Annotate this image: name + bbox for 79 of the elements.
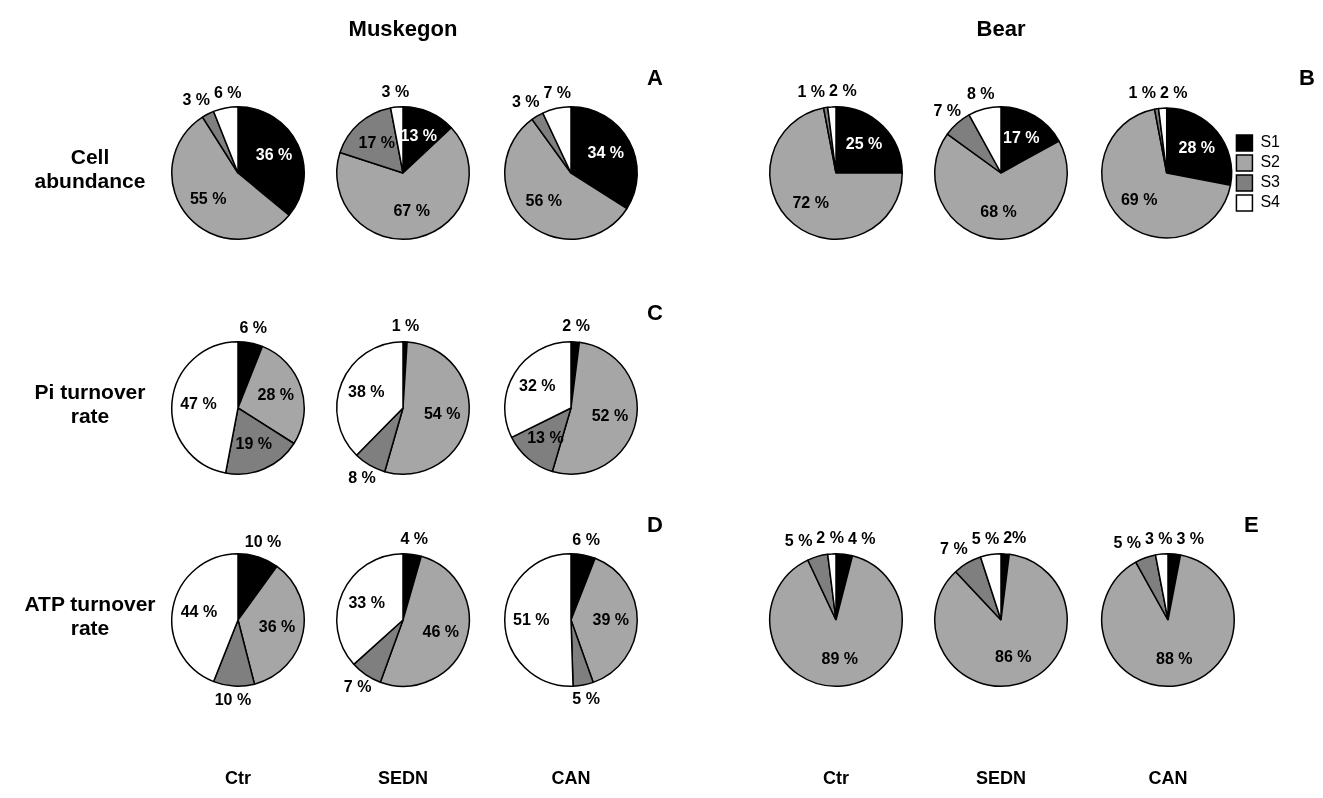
- text: D: [647, 512, 663, 538]
- data-label: 47 %: [180, 394, 217, 412]
- text: ATP turnover rate: [23, 592, 157, 640]
- data-label: 39 %: [592, 611, 629, 629]
- data-label: 88 %: [1156, 649, 1193, 667]
- legend-label: S4: [1260, 193, 1281, 211]
- text: A: [647, 65, 663, 91]
- data-label: 32 %: [518, 377, 556, 395]
- data-label: 69 %: [1120, 190, 1158, 208]
- data-label: 10 %: [214, 691, 252, 709]
- data-label: 34 %: [587, 144, 625, 162]
- data-label: 7 %: [543, 84, 572, 102]
- data-label: 33 %: [348, 594, 385, 612]
- data-label: 8 %: [348, 468, 376, 486]
- data-label: 3 %: [1176, 529, 1205, 547]
- text: CAN: [1147, 768, 1189, 789]
- data-label: 44 %: [180, 602, 218, 620]
- data-label: 4 %: [400, 529, 429, 547]
- data-label: 1 %: [1128, 84, 1156, 102]
- data-label: 4 %: [847, 529, 876, 547]
- data-label: 51 %: [513, 611, 550, 629]
- data-label: 6 %: [572, 530, 600, 548]
- data-label: 38 %: [347, 383, 385, 401]
- data-label: 17 %: [1003, 129, 1040, 147]
- data-label: 36 %: [255, 146, 293, 164]
- data-label: 68 %: [980, 203, 1017, 221]
- data-label: 89 %: [821, 649, 858, 667]
- data-label: 36 %: [258, 617, 296, 635]
- data-label: 3 %: [1144, 529, 1173, 547]
- data-label: 1 %: [391, 317, 420, 335]
- data-label: 2 %: [816, 529, 844, 547]
- chart-title: Bear: [975, 16, 1027, 42]
- legend-label: S2: [1260, 153, 1281, 171]
- legend-label: S3: [1260, 173, 1281, 191]
- data-label: 52 %: [591, 406, 629, 424]
- text: Ctr: [224, 768, 252, 789]
- data-label: 25 %: [845, 135, 883, 153]
- data-label: 28 %: [257, 386, 295, 404]
- text: E: [1244, 512, 1259, 538]
- text: B: [1299, 65, 1315, 91]
- data-label: 5 %: [784, 532, 813, 550]
- data-label: 46 %: [422, 622, 460, 640]
- data-label: 5 %: [1113, 534, 1141, 552]
- data-label: 17 %: [358, 133, 395, 151]
- data-label: 5 %: [971, 530, 1000, 548]
- data-label: 3 %: [511, 93, 540, 111]
- data-label: 7 %: [933, 102, 962, 120]
- text: Ctr: [822, 768, 850, 789]
- text: SEDN: [975, 768, 1027, 789]
- data-label: 6 %: [239, 318, 268, 336]
- data-label: 1 %: [797, 83, 826, 101]
- data-label: 86 %: [995, 648, 1032, 666]
- data-label: 13 %: [400, 126, 438, 144]
- text: Pi turnover rate: [33, 380, 147, 428]
- data-label: 2 %: [1159, 83, 1188, 101]
- data-label: 7 %: [343, 677, 372, 695]
- text: SEDN: [377, 768, 429, 789]
- data-label: 7 %: [940, 540, 968, 558]
- chart-title: Muskegon: [347, 16, 459, 42]
- data-label: 28 %: [1178, 138, 1215, 156]
- data-label: 72 %: [792, 194, 829, 212]
- data-label: 55 %: [189, 189, 227, 207]
- legend-label: S1: [1260, 133, 1281, 151]
- data-label: 67 %: [393, 202, 430, 220]
- data-label: 5 %: [572, 690, 600, 708]
- data-label: 8 %: [967, 84, 995, 102]
- data-label: 54 %: [423, 405, 461, 423]
- data-label: 2 %: [829, 82, 857, 100]
- text: Cell abundance: [33, 145, 147, 193]
- text: C: [647, 300, 663, 326]
- data-label: 56 %: [525, 192, 563, 210]
- data-label: 3 %: [381, 82, 410, 100]
- data-label: 6 %: [213, 83, 242, 101]
- data-label: 2 %: [562, 317, 590, 335]
- data-label: 2%: [1003, 529, 1027, 547]
- text: CAN: [550, 768, 592, 789]
- data-label: 3 %: [182, 91, 210, 109]
- data-label: 19 %: [235, 434, 273, 452]
- data-label: 10 %: [244, 533, 282, 551]
